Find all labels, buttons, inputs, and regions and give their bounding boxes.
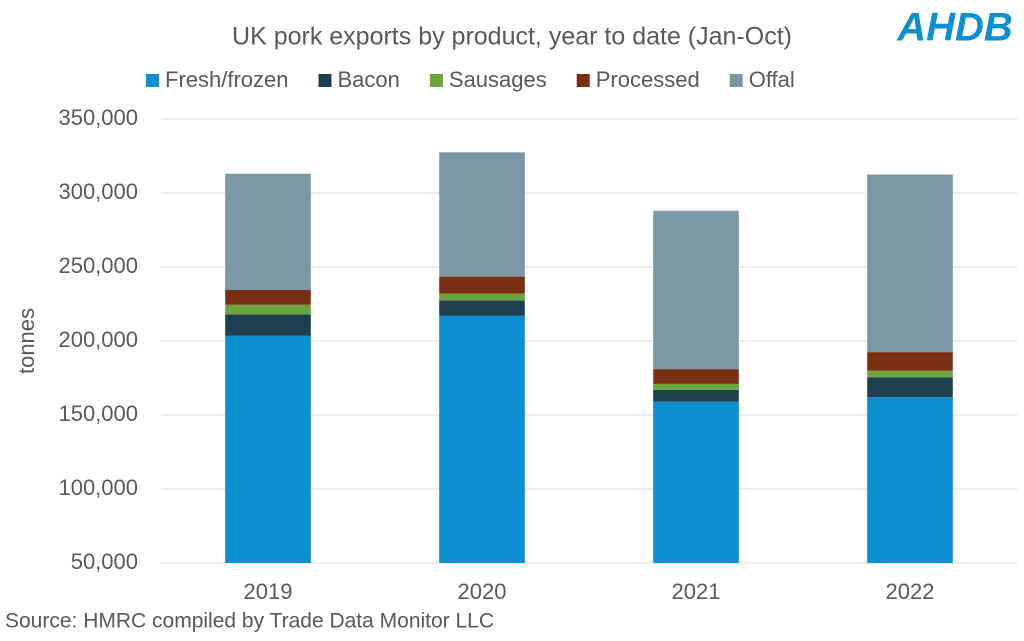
bar-segment [653, 401, 739, 563]
legend-label: Fresh/frozen [165, 67, 289, 92]
legend-label: Offal [749, 67, 795, 92]
bar-segment [225, 314, 311, 336]
y-tick-label: 200,000 [58, 327, 138, 352]
bar-segment [439, 315, 525, 563]
legend-swatch [429, 74, 443, 87]
logo: AHDB [896, 6, 1013, 50]
bar-segment [867, 174, 953, 353]
y-tick-label: 300,000 [58, 179, 138, 204]
x-tick-label: 2022 [886, 579, 935, 604]
bar-segment [225, 304, 311, 315]
legend-label: Bacon [338, 67, 400, 92]
bar-segment [653, 389, 739, 402]
bar-segment [439, 152, 525, 277]
legend-label: Processed [596, 67, 700, 92]
y-axis-label: tonnes [14, 308, 39, 374]
bar-segment [439, 293, 525, 301]
bar-segment [867, 397, 953, 563]
bar-segment [439, 300, 525, 316]
bar-segment [225, 173, 311, 290]
y-tick-label: 150,000 [58, 401, 138, 426]
y-tick-label: 50,000 [71, 549, 138, 574]
legend-label: Sausages [449, 67, 547, 92]
x-tick-label: 2021 [672, 579, 721, 604]
bar-segment [867, 377, 953, 398]
bar-segment [439, 276, 525, 294]
bar-segment [867, 352, 953, 371]
y-tick-label: 100,000 [58, 475, 138, 500]
bar-segment [225, 289, 311, 305]
chart-title: UK pork exports by product, year to date… [232, 23, 792, 51]
y-tick-label: 250,000 [58, 253, 138, 278]
legend-swatch [729, 74, 743, 87]
bar-segment [653, 383, 739, 390]
x-tick-label: 2020 [458, 579, 507, 604]
bar-segment [867, 370, 953, 378]
bar-segment [653, 210, 739, 370]
bar-segment [225, 335, 311, 563]
legend-swatch [146, 74, 159, 87]
x-tick-label: 2019 [244, 579, 293, 604]
source-note: Source: HMRC compiled by Trade Data Moni… [5, 610, 494, 633]
y-tick-label: 350,000 [58, 105, 138, 130]
bar-segment [653, 369, 739, 384]
legend-swatch [318, 74, 332, 87]
legend-swatch [576, 74, 590, 87]
